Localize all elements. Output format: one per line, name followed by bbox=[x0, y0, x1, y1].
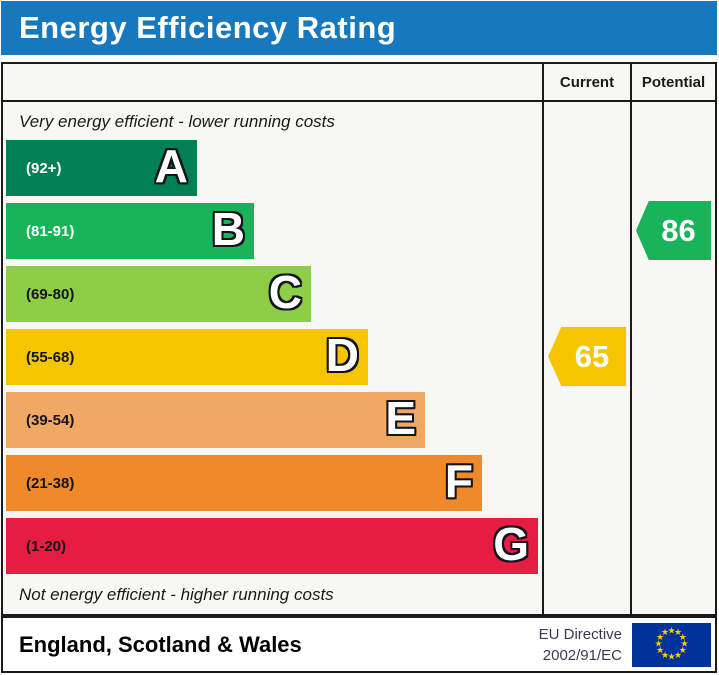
rating-bands: (92+) A (81-91) B (69-80) C (55-68) bbox=[6, 140, 542, 581]
band-range-label: (81-91) bbox=[26, 222, 75, 240]
bottom-note: Not energy efficient - higher running co… bbox=[19, 585, 334, 604]
band-letter: A bbox=[154, 140, 188, 193]
band-range-label: (55-68) bbox=[26, 348, 75, 366]
current-rating-arrow: 65 bbox=[548, 327, 626, 386]
top-note: Very energy efficient - lower running co… bbox=[19, 112, 335, 131]
eu-star-icon: ★ bbox=[674, 628, 682, 638]
current-rating-value: 65 bbox=[574, 338, 610, 374]
band-bar-c: (69-80) C bbox=[6, 266, 311, 322]
eu-directive-block: EU Directive 2002/91/EC ★ ★ ★ ★ ★ ★ ★ ★ … bbox=[539, 618, 711, 671]
band-bar-f: (21-38) F bbox=[6, 455, 482, 511]
band-range-label: (39-54) bbox=[26, 411, 75, 429]
band-letter: G bbox=[493, 518, 529, 571]
band-range-label: (69-80) bbox=[26, 285, 75, 303]
band-bar-d: (55-68) D bbox=[6, 329, 368, 385]
header-spacer bbox=[3, 64, 542, 102]
band-row-g: (1-20) G bbox=[6, 518, 542, 581]
band-row-e: (39-54) E bbox=[6, 392, 542, 455]
energy-rating-table: Current Potential Very energy efficient … bbox=[1, 62, 717, 616]
rating-scale-area: Very energy efficient - lower running co… bbox=[3, 102, 542, 614]
page-title: Energy Efficiency Rating bbox=[19, 10, 397, 45]
eu-star-icon: ★ bbox=[654, 639, 662, 649]
band-bar-e: (39-54) E bbox=[6, 392, 425, 448]
band-letter: B bbox=[211, 203, 245, 256]
eu-star-icon: ★ bbox=[679, 646, 687, 656]
potential-rating-arrow: 86 bbox=[636, 201, 711, 260]
eu-star-icon: ★ bbox=[667, 652, 675, 662]
band-letter: E bbox=[385, 392, 416, 445]
band-bar-a: (92+) A bbox=[6, 140, 197, 196]
eu-star-icon: ★ bbox=[667, 626, 675, 636]
band-row-d: (55-68) D bbox=[6, 329, 542, 392]
region-label: England, Scotland & Wales bbox=[19, 631, 302, 657]
band-range-label: (1-20) bbox=[26, 537, 67, 555]
band-row-c: (69-80) C bbox=[6, 266, 542, 329]
eu-star-icon: ★ bbox=[661, 628, 669, 638]
eu-star-icon: ★ bbox=[661, 650, 669, 660]
band-letter: F bbox=[444, 455, 473, 508]
potential-column: 86 bbox=[630, 102, 715, 614]
band-bar-b: (81-91) B bbox=[6, 203, 254, 259]
band-range-label: (21-38) bbox=[26, 474, 75, 492]
band-row-f: (21-38) F bbox=[6, 455, 542, 518]
header-potential: Potential bbox=[630, 64, 715, 102]
band-range-label: (92+) bbox=[26, 159, 62, 177]
potential-rating-value: 86 bbox=[661, 212, 696, 248]
footer-bar: England, Scotland & Wales EU Directive 2… bbox=[1, 616, 717, 673]
eu-directive-text: EU Directive 2002/91/EC bbox=[538, 625, 622, 664]
eu-flag-icon: ★ ★ ★ ★ ★ ★ ★ ★ ★ ★ ★ ★ bbox=[632, 622, 711, 667]
band-row-b: (81-91) B bbox=[6, 203, 542, 266]
eu-star-icon: ★ bbox=[680, 639, 688, 649]
current-column: 65 bbox=[542, 102, 630, 614]
band-row-a: (92+) A bbox=[6, 140, 542, 203]
eu-star-icon: ★ bbox=[674, 650, 682, 660]
band-bar-g: (1-20) G bbox=[6, 518, 538, 574]
band-letter: D bbox=[325, 329, 359, 382]
eu-star-icon: ★ bbox=[679, 633, 687, 643]
eu-star-icon: ★ bbox=[656, 633, 664, 643]
eu-star-icon: ★ bbox=[656, 646, 664, 656]
header-current: Current bbox=[542, 64, 630, 102]
band-letter: C bbox=[268, 266, 302, 319]
title-bar: Energy Efficiency Rating bbox=[1, 1, 717, 55]
